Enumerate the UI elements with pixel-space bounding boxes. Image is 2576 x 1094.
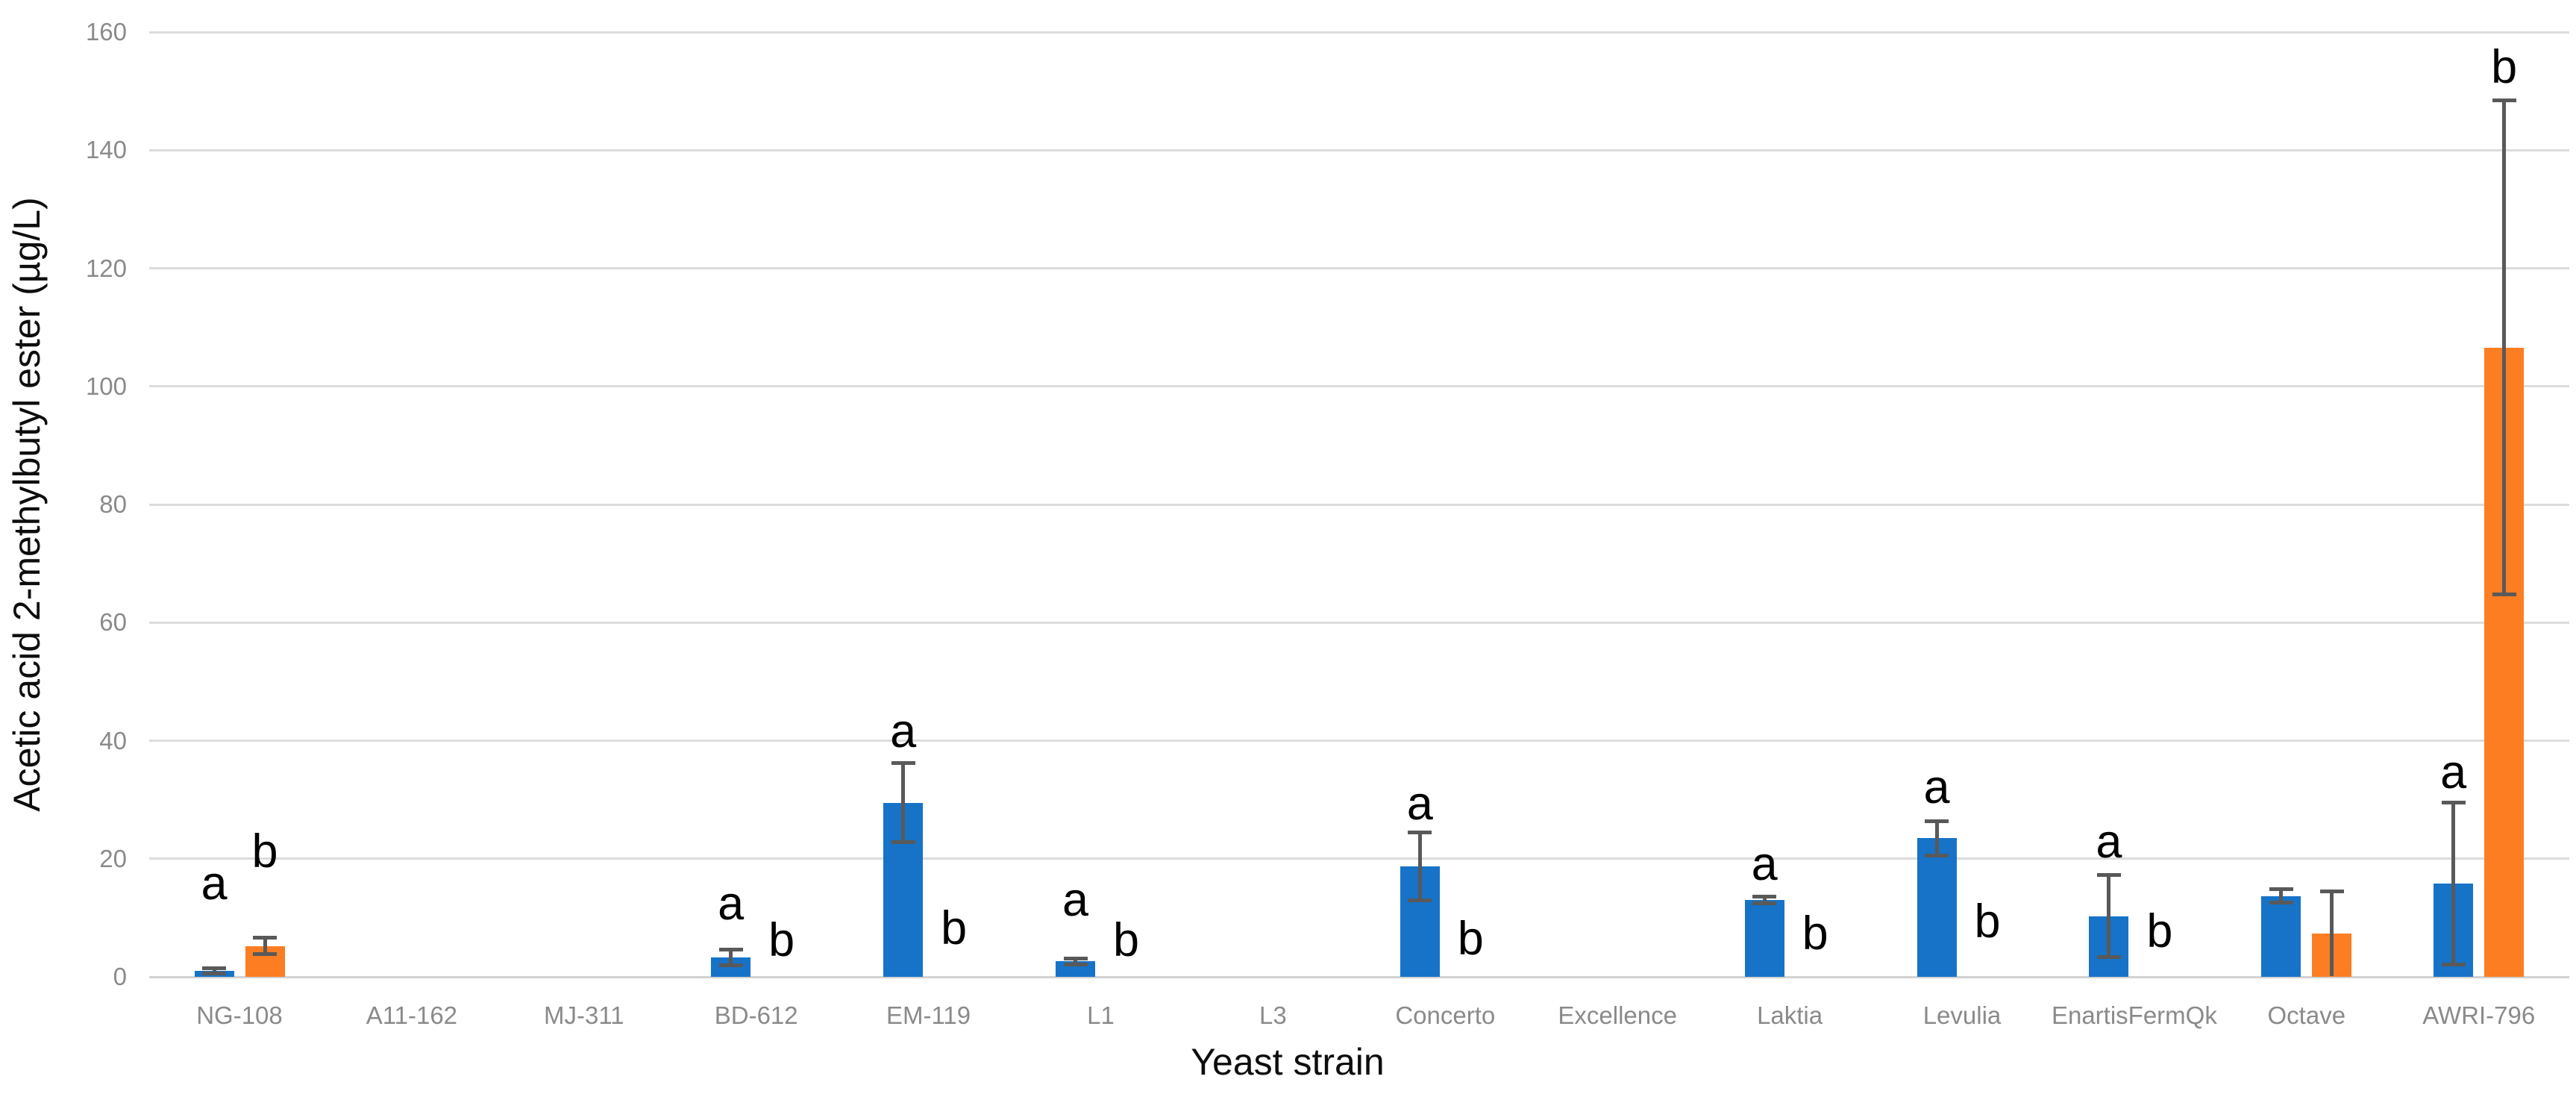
error-bar [1417, 832, 1422, 901]
significance-letter: b [941, 901, 968, 954]
error-bar [1074, 958, 1077, 965]
error-bar-cap [1752, 901, 1777, 906]
significance-letter: a [890, 705, 917, 758]
significance-letter: b [251, 825, 278, 878]
error-bar-cap [202, 966, 226, 971]
x-axis-category-label: EM-119 [886, 1001, 971, 1029]
y-axis-gridline [149, 975, 2569, 978]
x-axis-category-label: EnartisFermQk [2051, 1001, 2217, 1029]
error-bar-cap [2492, 592, 2516, 596]
x-axis-category-label: AWRI-796 [2422, 1001, 2536, 1029]
y-axis-tick-label: 160 [85, 18, 127, 46]
x-axis-category-label: Concerto [1395, 1001, 1496, 1029]
x-axis-title: Yeast strain [1191, 1041, 1385, 1083]
y-axis-tick-label: 40 [99, 726, 127, 754]
x-axis-category-label: MJ-311 [544, 1001, 624, 1029]
significance-letter: b [768, 913, 795, 966]
significance-letter: a [718, 878, 745, 931]
y-axis-tick-label: 20 [99, 844, 127, 872]
error-bar-cap [718, 948, 743, 952]
significance-letter: b [1112, 913, 1140, 966]
x-axis-category-label: Laktia [1757, 1001, 1823, 1029]
significance-letter: b [1802, 907, 1828, 960]
error-bar-cap [2269, 900, 2293, 904]
error-bar [901, 763, 906, 843]
error-bar-cap [1925, 853, 1949, 857]
significance-letter: b [1974, 895, 2001, 948]
error-bar-cap [891, 761, 915, 766]
error-bar-cap [1063, 956, 1088, 960]
significance-letter: a [1062, 873, 1089, 926]
y-axis-gridline [149, 31, 2569, 34]
error-bar-cap [2319, 889, 2344, 893]
error-bar [2279, 889, 2284, 903]
x-axis-category-label: NG-108 [196, 1001, 283, 1029]
error-bar [212, 968, 216, 974]
y-axis-tick-label: 100 [85, 372, 127, 400]
bar-blue [1744, 900, 1784, 977]
error-bar [1934, 821, 1939, 855]
significance-letter: a [2096, 816, 2122, 869]
x-axis-category-label: Excellence [1558, 1001, 1677, 1029]
significance-letter: a [1923, 761, 1950, 814]
error-bar-cap [1063, 962, 1088, 966]
y-axis-gridline [149, 740, 2569, 742]
y-axis-tick-label: 80 [99, 490, 127, 518]
significance-letter: a [201, 857, 228, 910]
error-bar [263, 937, 267, 954]
y-axis-gridline [149, 385, 2569, 388]
y-axis-tick-label: 140 [85, 136, 127, 164]
error-bar-cap [253, 936, 277, 940]
x-axis-category-label: L1 [1087, 1001, 1115, 1029]
error-bar-cap [1408, 831, 1432, 835]
y-axis-gridline [149, 621, 2569, 624]
y-axis-gridline [149, 149, 2569, 151]
error-bar-cap [1408, 898, 1432, 902]
error-bar-cap [2492, 99, 2516, 103]
error-bar [2107, 875, 2111, 957]
y-axis-gridline [149, 267, 2569, 269]
y-axis-tick-label: 0 [113, 963, 127, 990]
error-bar-cap [2441, 801, 2466, 805]
error-bar-cap [2269, 887, 2293, 892]
bar-blue [1917, 838, 1957, 977]
significance-letter: b [1457, 913, 1484, 965]
error-bar-cap [2096, 955, 2121, 960]
x-axis-category-label: BD-612 [714, 1001, 798, 1029]
y-axis-gridline [149, 857, 2569, 860]
error-bar-cap [253, 952, 277, 957]
x-axis-category-label: Levulia [1922, 1001, 2002, 1029]
significance-letter: a [1406, 777, 1433, 830]
significance-letter: b [2491, 41, 2518, 94]
y-axis-gridline [149, 503, 2569, 506]
bar-blue [2261, 895, 2301, 977]
error-bar-cap [1925, 819, 1949, 823]
y-axis-tick-label: 60 [99, 608, 127, 637]
error-bar [2330, 891, 2334, 977]
error-bar [729, 949, 733, 966]
x-axis-category-label: L3 [1259, 1001, 1287, 1029]
error-bar-cap [1752, 894, 1777, 898]
error-bar [2502, 100, 2507, 595]
x-axis-category-label: Octave [2267, 1001, 2346, 1029]
significance-letter: b [2146, 904, 2173, 957]
error-bar [2451, 802, 2456, 965]
error-bar-cap [2441, 962, 2466, 966]
x-axis-category-label: A11-162 [366, 1001, 458, 1029]
error-bar-cap [891, 840, 915, 845]
significance-letter: a [2440, 746, 2467, 798]
error-bar [1762, 896, 1767, 904]
significance-letter: a [1751, 838, 1778, 891]
error-bar-cap [202, 971, 226, 975]
y-axis-tick-label: 120 [85, 254, 127, 282]
error-bar-cap [2096, 872, 2121, 877]
error-bar-cap [718, 963, 743, 967]
